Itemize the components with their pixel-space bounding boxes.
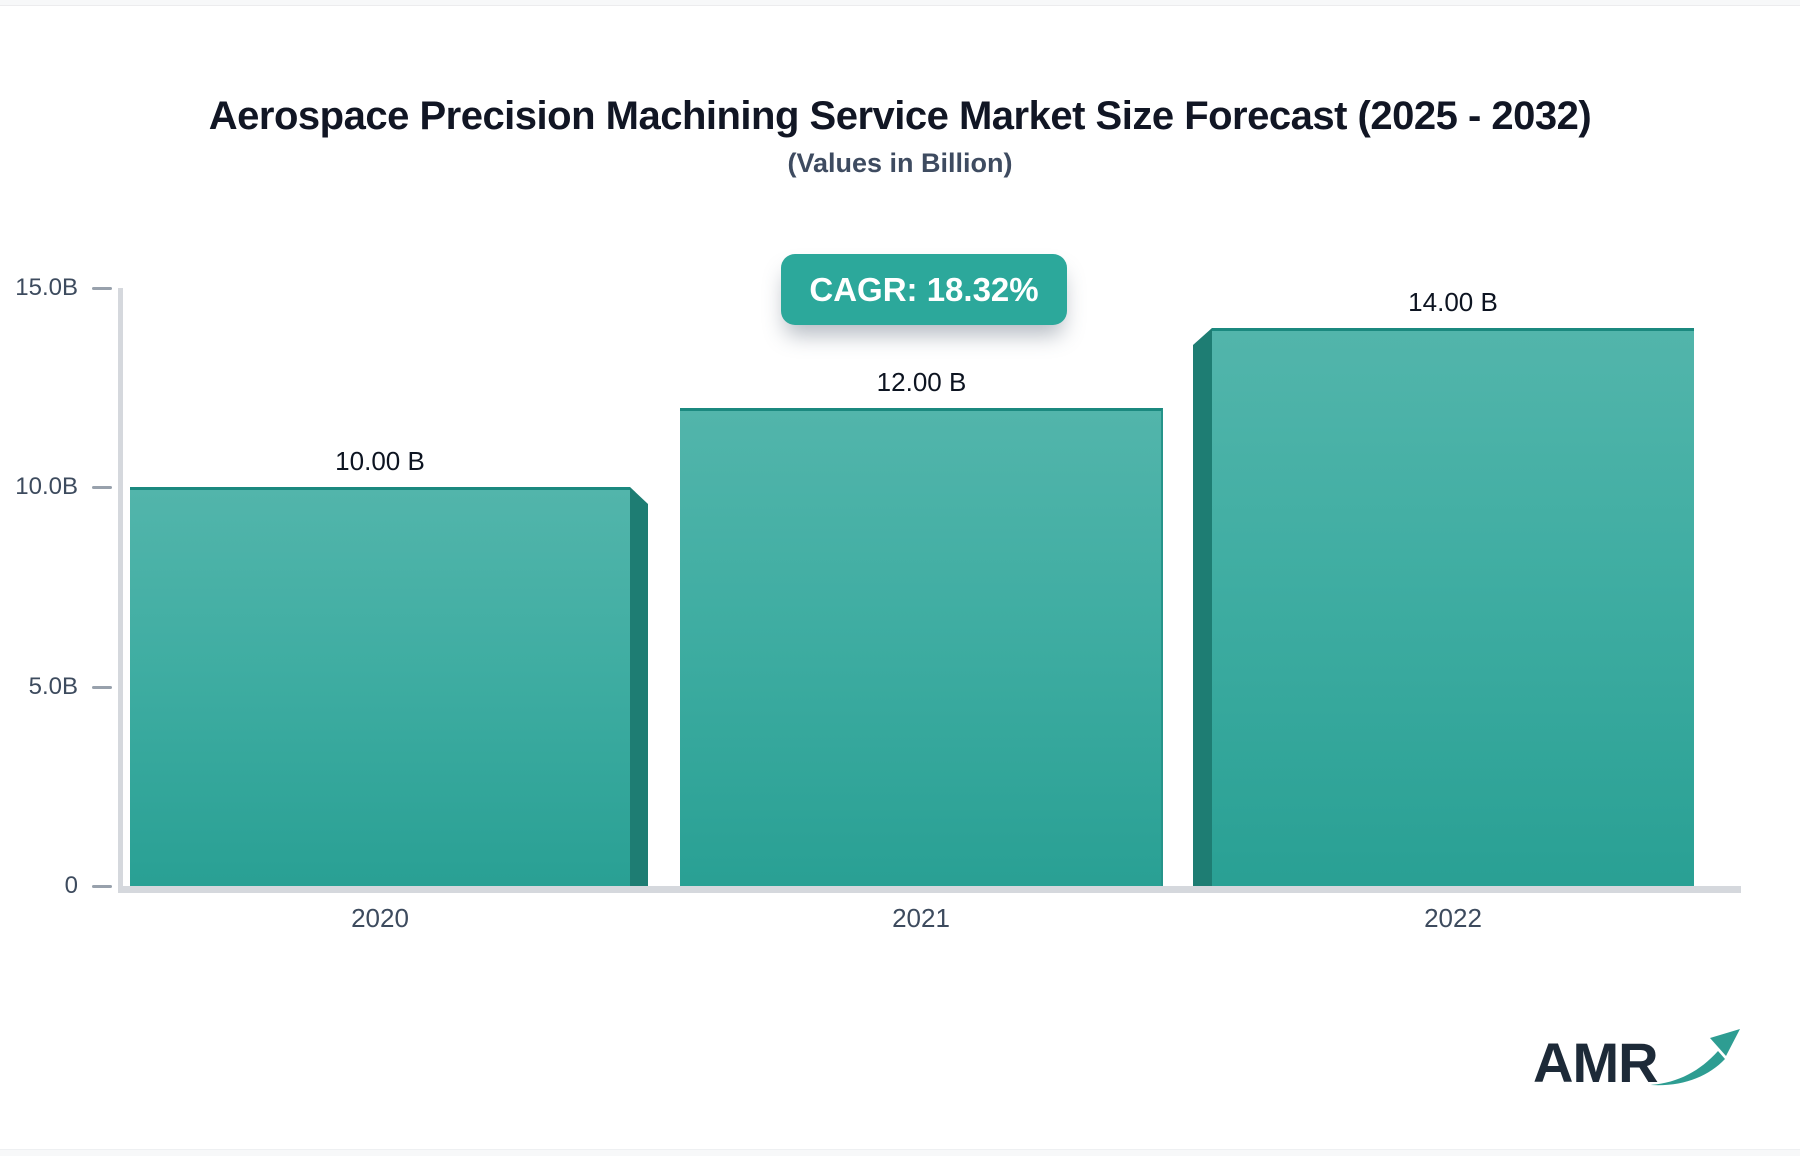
bar-group-2022: 14.00 B — [1193, 287, 1694, 886]
y-tick-dash — [92, 485, 112, 489]
bar-value-label: 12.00 B — [876, 367, 967, 397]
y-tick-dash — [92, 884, 112, 888]
x-axis-label-2021: 2021 — [892, 903, 950, 933]
y-tick-row: 0 — [0, 872, 112, 900]
y-axis-line — [118, 288, 123, 893]
bar-2022-side-shadow — [1193, 328, 1212, 886]
y-tick-label: 0 — [64, 872, 78, 899]
x-axis-line — [118, 886, 1741, 893]
y-tick-row: 10.0B — [0, 473, 112, 501]
bar-group-2020: 10.00 B — [130, 446, 648, 886]
amr-logo-text: AMR — [1533, 1031, 1659, 1094]
y-tick-dash — [92, 286, 112, 290]
growth-arrow-icon — [1650, 1029, 1740, 1086]
y-tick-dash — [92, 685, 112, 689]
y-tick-label: 15.0B — [15, 274, 78, 301]
chart-title: Aerospace Precision Machining Service Ma… — [208, 94, 1592, 138]
bar-value-label: 10.00 B — [335, 446, 425, 476]
top-edge-strip — [0, 0, 1800, 6]
bar-2022[interactable] — [1212, 328, 1694, 886]
y-tick-label: 10.0B — [15, 473, 78, 500]
chart-subtitle: (Values in Billion) — [787, 148, 1013, 178]
bar-2020[interactable] — [130, 487, 630, 886]
x-axis-label-2020: 2020 — [351, 903, 409, 933]
amr-logo: AMR — [1533, 1029, 1763, 1120]
bottom-edge-strip — [0, 1149, 1800, 1156]
y-tick-row: 5.0B — [0, 673, 112, 701]
cagr-badge: CAGR: 18.32% — [781, 254, 1067, 325]
x-axis-label-2022: 2022 — [1424, 903, 1482, 933]
y-tick-label: 5.0B — [28, 673, 78, 700]
y-tick-row: 15.0B — [0, 274, 112, 302]
bar-2021[interactable] — [680, 408, 1163, 886]
bar-group-2021: 12.00 B — [680, 367, 1163, 886]
bar-value-label: 14.00 B — [1408, 287, 1498, 317]
bar-2020-side-shadow — [630, 487, 648, 886]
